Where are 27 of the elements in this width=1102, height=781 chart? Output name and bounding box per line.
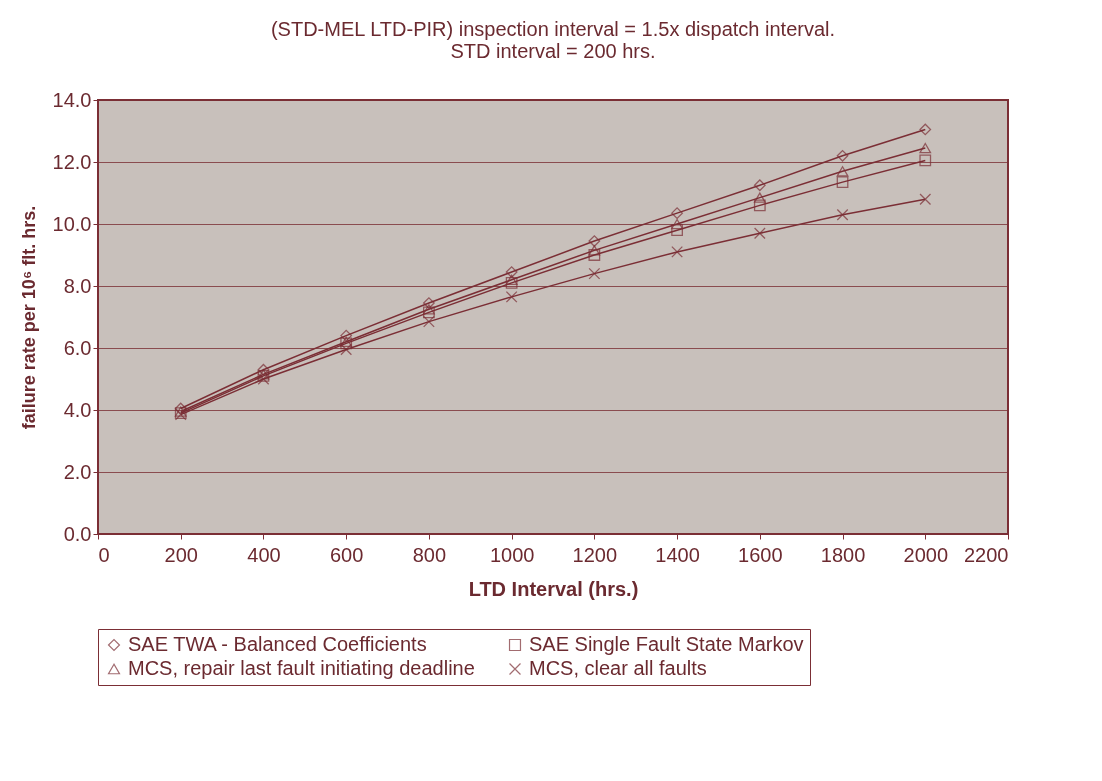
y-tick-label: 12.0 — [52, 150, 92, 173]
chart-title: (STD-MEL LTD-PIR) inspection interval = 1.5x dispatch interval. STD interval = 200 hrs. — [270, 18, 836, 62]
x-tick-label: 1800 — [820, 543, 866, 566]
x-tick-label: 1000 — [489, 543, 535, 566]
y-tick-label: 0.0 — [63, 522, 92, 545]
x-tick-label: 1200 — [572, 543, 618, 566]
x-tick-label: 2000 — [903, 543, 949, 566]
x-tick-label: 1400 — [655, 543, 700, 566]
legend-label: MCS, repair last fault initiating deadline — [128, 657, 475, 679]
legend-label: SAE Single Fault State Markov — [529, 633, 804, 655]
y-tick-label: 6.0 — [63, 336, 92, 359]
y-tick-label: 10.0 — [52, 212, 92, 235]
x-tick-label: 200 — [164, 543, 198, 566]
y-tick-label: 14.0 — [52, 88, 92, 111]
legend-label: MCS, clear all faults — [529, 657, 707, 679]
y-tick-label: 2.0 — [63, 460, 92, 483]
x-tick-label: 400 — [247, 543, 281, 566]
x-tick-label: 0 — [98, 543, 110, 566]
y-tick-label: 4.0 — [63, 398, 92, 421]
legend-label: SAE TWA - Balanced Coefficients — [128, 633, 427, 655]
x-tick-label: 800 — [412, 543, 447, 566]
x-tick-label: 600 — [329, 543, 364, 566]
x-tick-label: 2200 — [964, 543, 1009, 566]
y-tick-label: 8.0 — [63, 274, 92, 297]
y-axis-title: failure rate per 10⁶ flt. hrs. — [18, 205, 39, 430]
x-axis-title: LTD Interval (hrs.) — [468, 577, 639, 600]
x-tick-label: 1600 — [738, 543, 783, 566]
